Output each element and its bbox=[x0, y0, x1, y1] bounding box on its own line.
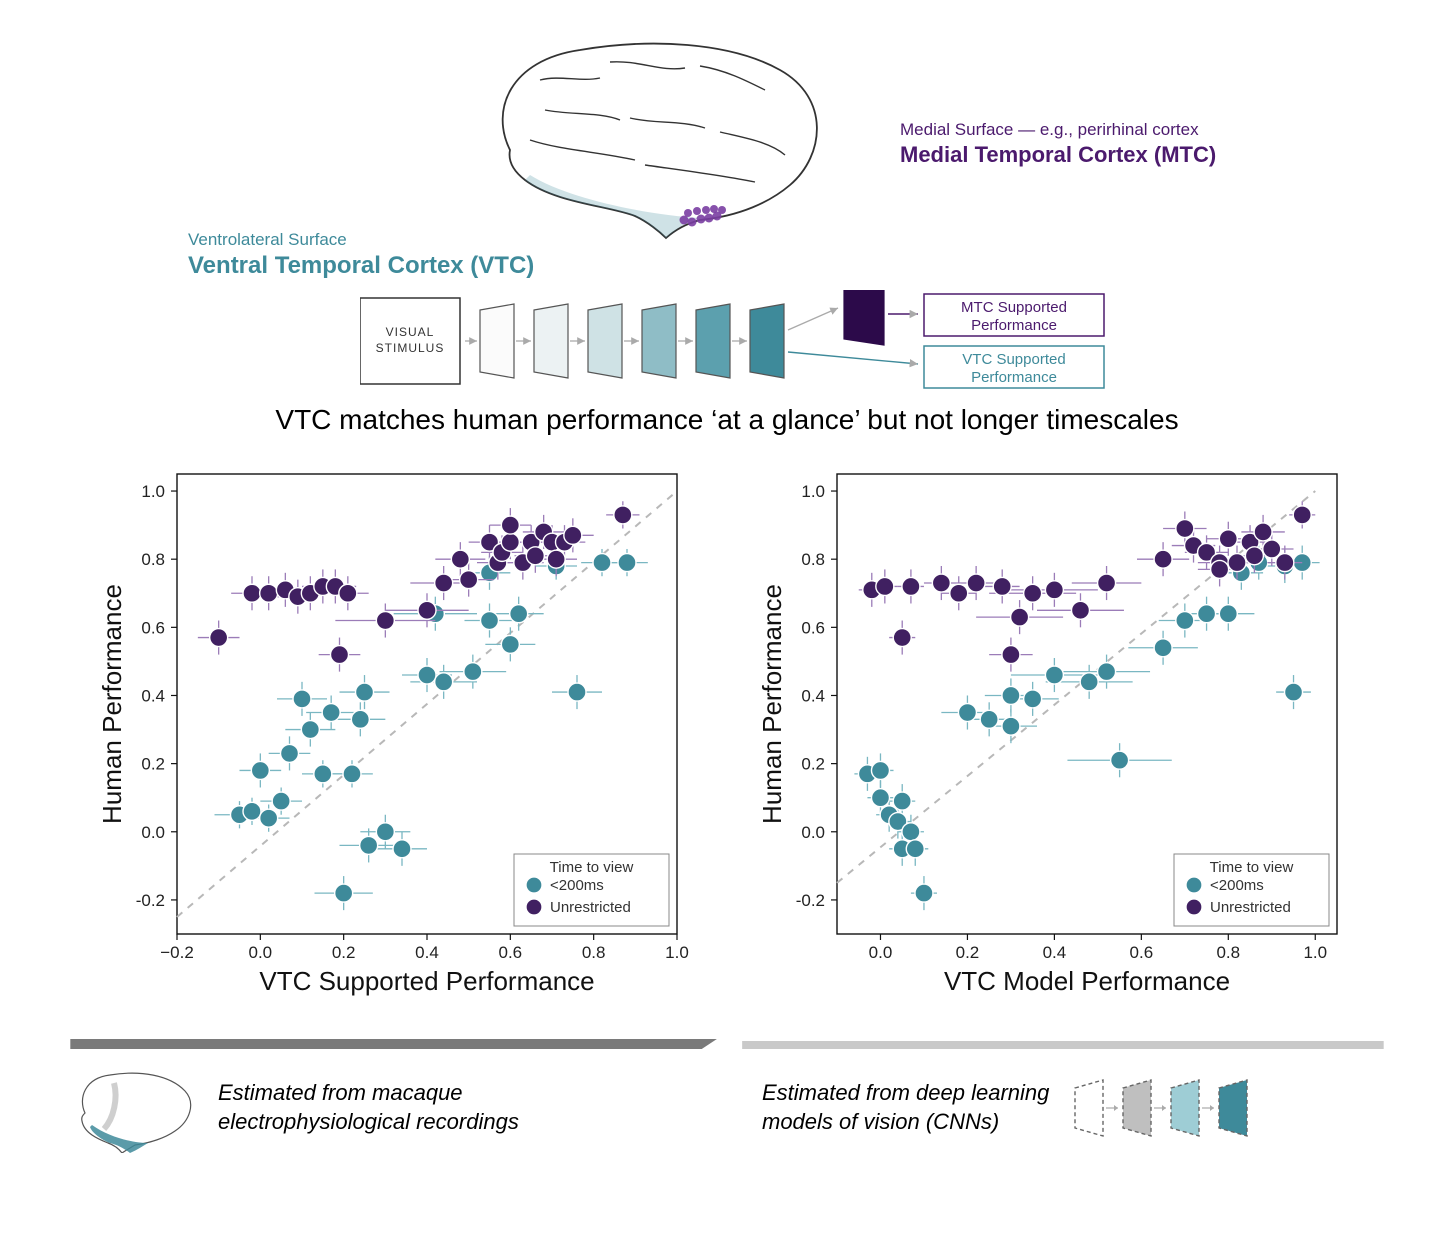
svg-text:VTC Model Performance: VTC Model Performance bbox=[944, 966, 1230, 996]
svg-text:0.4: 0.4 bbox=[1043, 943, 1067, 962]
svg-text:0.8: 0.8 bbox=[141, 550, 165, 569]
svg-text:Unrestricted: Unrestricted bbox=[1210, 899, 1291, 916]
mtc-label-block: Medial Surface — e.g., perirhinal cortex… bbox=[900, 120, 1240, 168]
footer-right: Estimated from deep learningmodels of vi… bbox=[762, 1068, 1414, 1148]
svg-text:MTC Supported: MTC Supported bbox=[961, 299, 1067, 316]
mtc-subtitle: Medial Surface — e.g., perirhinal cortex bbox=[900, 120, 1240, 140]
svg-text:0.4: 0.4 bbox=[141, 686, 165, 705]
cnn-layers-footer-icon bbox=[1067, 1068, 1267, 1148]
svg-text:<200ms: <200ms bbox=[1210, 877, 1264, 894]
svg-text:0.0: 0.0 bbox=[801, 823, 825, 842]
vtc-subtitle: Ventrolateral Surface bbox=[188, 230, 588, 250]
svg-text:0.6: 0.6 bbox=[499, 943, 523, 962]
svg-text:-0.2: -0.2 bbox=[796, 891, 825, 910]
svg-text:Human Performance: Human Performance bbox=[757, 584, 787, 824]
svg-text:1.0: 1.0 bbox=[1303, 943, 1327, 962]
svg-text:0.8: 0.8 bbox=[1216, 943, 1240, 962]
svg-text:1.0: 1.0 bbox=[141, 482, 165, 501]
svg-text:VTC Supported Performance: VTC Supported Performance bbox=[259, 966, 594, 996]
mtc-title: Medial Temporal Cortex (MTC) bbox=[900, 142, 1240, 168]
svg-text:Time to view: Time to view bbox=[550, 859, 634, 876]
svg-text:Time to view: Time to view bbox=[1210, 859, 1294, 876]
svg-text:0.8: 0.8 bbox=[801, 550, 825, 569]
cnn-pipeline: VISUAL STIMULUS MTC SupportedPerformance… bbox=[360, 290, 1260, 400]
svg-text:1.0: 1.0 bbox=[665, 943, 689, 962]
vtc-label-block: Ventrolateral Surface Ventral Temporal C… bbox=[188, 230, 588, 280]
right-scatter-chart: 0.0 0.2 0.4 0.6 0.8 1.0 -0.2 0.0 0.2 0.4 0.6 0.8 1.0… bbox=[757, 454, 1357, 1019]
section-divider bbox=[40, 1037, 1414, 1051]
svg-text:0.6: 0.6 bbox=[1130, 943, 1154, 962]
svg-text:<200ms: <200ms bbox=[550, 877, 604, 894]
vtc-title: Ventral Temporal Cortex (VTC) bbox=[188, 252, 588, 280]
svg-text:−0.2: −0.2 bbox=[160, 943, 194, 962]
left-scatter-chart: −0.2 0.0 0.2 0.4 0.6 0.8 1.0 -0.2 0.0 0.2 0.4 0.6 0.… bbox=[97, 454, 697, 1019]
svg-text:0.2: 0.2 bbox=[332, 943, 356, 962]
brain-illustration bbox=[470, 20, 850, 240]
svg-text:1.0: 1.0 bbox=[801, 482, 825, 501]
svg-text:0.8: 0.8 bbox=[582, 943, 606, 962]
svg-text:0.0: 0.0 bbox=[249, 943, 273, 962]
footer-row: Estimated from macaqueelectrophysiologic… bbox=[40, 1063, 1414, 1153]
svg-text:0.2: 0.2 bbox=[956, 943, 980, 962]
svg-text:0.0: 0.0 bbox=[869, 943, 893, 962]
brain-hierarchy-diagram: Medial Surface — e.g., perirhinal cortex… bbox=[40, 20, 1414, 400]
svg-text:-0.2: -0.2 bbox=[136, 891, 165, 910]
svg-text:STIMULUS: STIMULUS bbox=[376, 341, 445, 355]
svg-text:0.4: 0.4 bbox=[415, 943, 439, 962]
brain-footer-icon bbox=[70, 1063, 200, 1153]
footer-right-text: Estimated from deep learningmodels of vi… bbox=[762, 1079, 1049, 1136]
svg-text:Human Performance: Human Performance bbox=[97, 584, 127, 824]
svg-text:0.2: 0.2 bbox=[801, 755, 825, 774]
svg-text:0.4: 0.4 bbox=[801, 686, 825, 705]
svg-text:0.2: 0.2 bbox=[141, 755, 165, 774]
svg-text:0.6: 0.6 bbox=[141, 618, 165, 637]
svg-text:VISUAL: VISUAL bbox=[386, 325, 435, 339]
footer-left-text: Estimated from macaqueelectrophysiologic… bbox=[218, 1079, 519, 1136]
svg-text:Unrestricted: Unrestricted bbox=[550, 899, 631, 916]
svg-text:0.6: 0.6 bbox=[801, 618, 825, 637]
scatter-charts-row: −0.20.00.20.40.60.81.0-0.20.00.20.40.60.… bbox=[40, 454, 1414, 1019]
svg-text:0.0: 0.0 bbox=[141, 823, 165, 842]
svg-text:VTC Supported: VTC Supported bbox=[962, 351, 1065, 368]
svg-text:Performance: Performance bbox=[971, 369, 1057, 386]
footer-left: Estimated from macaqueelectrophysiologic… bbox=[40, 1063, 722, 1153]
svg-text:Performance: Performance bbox=[971, 317, 1057, 334]
